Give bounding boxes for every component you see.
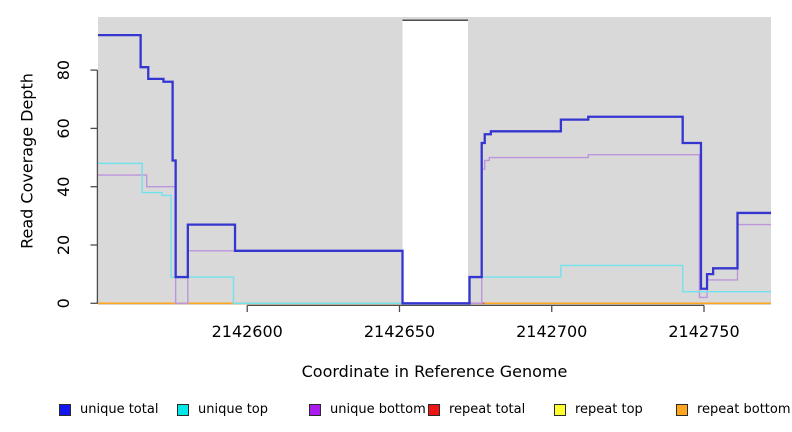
y-tick-label: 60 xyxy=(54,118,73,138)
no-data-gap xyxy=(402,20,468,306)
series-line-unique-top xyxy=(98,162,771,304)
y-axis-title: Read Coverage Depth xyxy=(17,73,37,249)
y-tick-label: 80 xyxy=(54,60,73,80)
series-line-unique-total xyxy=(98,33,771,305)
x-tick-label: 2142750 xyxy=(668,322,739,341)
y-tick-label: 0 xyxy=(54,298,73,308)
x-tick-label: 2142650 xyxy=(364,322,435,341)
y-tick-label: 40 xyxy=(54,177,73,197)
series-line-unique-bottom xyxy=(98,153,771,304)
x-tick-label: 2142700 xyxy=(516,322,587,341)
x-axis-title: Coordinate in Reference Genome xyxy=(301,362,568,381)
x-tick-label: 2142600 xyxy=(212,322,283,341)
y-tick-label: 20 xyxy=(54,235,73,255)
